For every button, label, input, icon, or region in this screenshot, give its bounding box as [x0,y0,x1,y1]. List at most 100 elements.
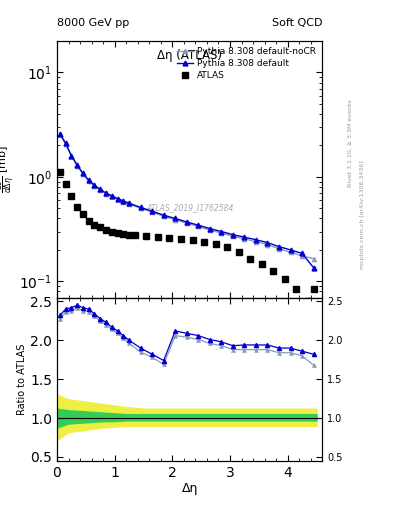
X-axis label: Δη: Δη [182,482,198,496]
ATLAS [248,255,253,262]
Pythia 8.308 default-noCR [86,178,91,184]
Pythia 8.308 default [63,140,68,146]
ATLAS [305,298,310,304]
Pythia 8.308 default [98,186,103,193]
ATLAS [190,237,195,243]
Pythia 8.308 default-noCR [173,217,178,223]
Pythia 8.308 default-noCR [150,209,154,215]
Pythia 8.308 default-noCR [69,153,74,159]
Pythia 8.308 default-noCR [196,223,201,229]
Pythia 8.308 default-noCR [288,249,293,255]
Y-axis label: Ratio to ATLAS: Ratio to ATLAS [17,344,28,415]
ATLAS [167,235,172,241]
ATLAS [81,211,85,217]
ATLAS [57,168,62,175]
Pythia 8.308 default-noCR [300,253,305,259]
ATLAS [75,203,79,209]
Text: Δη (ATLAS): Δη (ATLAS) [157,49,222,61]
Line: Pythia 8.308 default-noCR: Pythia 8.308 default-noCR [57,132,316,261]
ATLAS [109,228,114,234]
Pythia 8.308 default [115,196,120,202]
Y-axis label: $\frac{d\sigma}{d\Delta\eta}$ [mb]: $\frac{d\sigma}{d\Delta\eta}$ [mb] [0,145,18,193]
ATLAS [144,233,149,239]
Pythia 8.308 default-noCR [208,227,212,233]
Pythia 8.308 default [109,193,114,199]
Pythia 8.308 default [184,219,189,225]
Pythia 8.308 default [311,265,316,271]
Pythia 8.308 default-noCR [127,201,131,207]
ATLAS [86,218,91,224]
Pythia 8.308 default-noCR [57,132,62,138]
Pythia 8.308 default [300,250,305,257]
Pythia 8.308 default [75,162,79,168]
Pythia 8.308 default-noCR [277,246,281,252]
Line: ATLAS: ATLAS [57,169,316,304]
Pythia 8.308 default-noCR [81,170,85,177]
Pythia 8.308 default [57,131,62,137]
Text: 8000 GeV pp: 8000 GeV pp [57,18,129,28]
Text: Soft QCD: Soft QCD [272,18,322,28]
Pythia 8.308 default [150,208,154,214]
ATLAS [132,232,137,239]
Pythia 8.308 default [242,234,247,240]
Pythia 8.308 default-noCR [104,190,108,197]
ATLAS [115,230,120,236]
Line: Pythia 8.308 default: Pythia 8.308 default [57,131,316,270]
ATLAS [121,231,126,237]
Pythia 8.308 default-noCR [253,239,258,245]
ATLAS [225,244,230,250]
Pythia 8.308 default [265,240,270,246]
Pythia 8.308 default [219,228,224,234]
Pythia 8.308 default-noCR [161,213,166,219]
Pythia 8.308 default-noCR [138,205,143,211]
Pythia 8.308 default [138,204,143,210]
ATLAS [92,221,97,227]
ATLAS [311,286,316,292]
ATLAS [63,181,68,187]
Pythia 8.308 default [86,177,91,183]
Pythia 8.308 default [104,190,108,196]
Pythia 8.308 default [196,222,201,228]
Pythia 8.308 default [288,247,293,253]
Pythia 8.308 default-noCR [184,220,189,226]
Text: Rivet 3.1.10, ≥ 3.3M events: Rivet 3.1.10, ≥ 3.3M events [348,99,353,187]
ATLAS [178,236,183,242]
Text: mcplots.cern.ch [arXiv:1306.3436]: mcplots.cern.ch [arXiv:1306.3436] [360,161,365,269]
Pythia 8.308 default [231,231,235,238]
Pythia 8.308 default [81,170,85,177]
Pythia 8.308 default [173,216,178,222]
Pythia 8.308 default [92,182,97,188]
Pythia 8.308 default-noCR [75,163,79,169]
Pythia 8.308 default [208,225,212,231]
ATLAS [156,234,160,240]
Pythia 8.308 default [121,198,126,204]
ATLAS [104,227,108,233]
Pythia 8.308 default-noCR [231,233,235,239]
Pythia 8.308 default [69,153,74,159]
ATLAS [98,224,103,230]
Pythia 8.308 default [127,200,131,206]
ATLAS [236,249,241,255]
Pythia 8.308 default [161,212,166,218]
ATLAS [259,262,264,268]
Text: ATLAS_2019_I1762584: ATLAS_2019_I1762584 [146,203,233,212]
Pythia 8.308 default-noCR [92,183,97,189]
Pythia 8.308 default-noCR [219,230,224,236]
Pythia 8.308 default-noCR [98,187,103,193]
Legend: Pythia 8.308 default-noCR, Pythia 8.308 default, ATLAS: Pythia 8.308 default-noCR, Pythia 8.308 … [175,46,318,81]
Pythia 8.308 default-noCR [121,199,126,205]
ATLAS [283,276,287,282]
Pythia 8.308 default-noCR [63,141,68,147]
ATLAS [213,241,218,247]
Pythia 8.308 default [253,237,258,243]
ATLAS [69,194,74,200]
Pythia 8.308 default-noCR [311,255,316,262]
Pythia 8.308 default [277,244,281,250]
ATLAS [271,268,275,274]
Pythia 8.308 default-noCR [115,196,120,202]
ATLAS [127,231,131,238]
ATLAS [202,239,206,245]
Pythia 8.308 default-noCR [109,194,114,200]
Pythia 8.308 default-noCR [242,236,247,242]
ATLAS [294,286,299,292]
